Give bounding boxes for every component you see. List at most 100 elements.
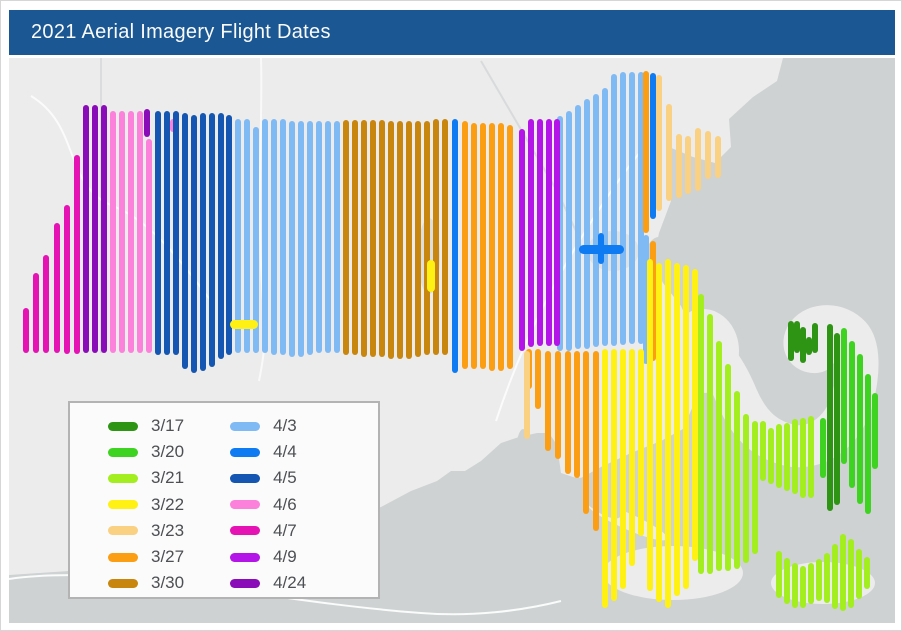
- flight-line-3-30[interactable]: [352, 120, 358, 355]
- flight-line-4-24[interactable]: [144, 109, 150, 137]
- flight-line-4-3[interactable]: [334, 121, 340, 353]
- flight-line-3-20[interactable]: [857, 354, 863, 504]
- flight-line-3-20[interactable]: [865, 374, 871, 514]
- flight-line-3-21[interactable]: [784, 558, 790, 604]
- flight-line-3-30[interactable]: [397, 121, 403, 359]
- flight-line-4-9[interactable]: [519, 129, 525, 351]
- flight-line-4-6[interactable]: [137, 111, 143, 353]
- flight-line-3-21[interactable]: [800, 566, 806, 608]
- flight-line-3-30[interactable]: [415, 121, 421, 357]
- flight-line-3-27[interactable]: [643, 71, 649, 233]
- flight-line-3-17[interactable]: [806, 337, 812, 355]
- flight-line-3-20[interactable]: [820, 418, 826, 478]
- flight-line-4-5[interactable]: [155, 111, 161, 355]
- flight-line-3-22[interactable]: [674, 263, 680, 596]
- flight-line-3-22[interactable]: [683, 265, 689, 589]
- flight-line-4-3[interactable]: [298, 121, 304, 357]
- flight-line-4-3[interactable]: [566, 111, 572, 351]
- flight-line-3-17[interactable]: [788, 321, 794, 361]
- flight-line-4-3[interactable]: [244, 119, 250, 353]
- flight-line-3-30[interactable]: [406, 121, 412, 359]
- flight-line-3-21[interactable]: [808, 563, 814, 604]
- flight-line-3-23[interactable]: [705, 131, 711, 179]
- flight-line-3-22[interactable]: [230, 319, 258, 329]
- flight-line-3-21[interactable]: [848, 539, 854, 608]
- flight-line-4-3[interactable]: [316, 121, 322, 353]
- flight-line-3-17[interactable]: [834, 333, 840, 505]
- flight-line-4-6[interactable]: [146, 139, 152, 353]
- flight-line-4-3[interactable]: [620, 72, 626, 345]
- flight-line-3-22[interactable]: [611, 349, 617, 601]
- flight-line-3-27[interactable]: [498, 123, 504, 371]
- flight-line-3-21[interactable]: [760, 421, 766, 481]
- flight-line-3-21[interactable]: [776, 424, 782, 488]
- flight-line-4-3[interactable]: [289, 121, 295, 357]
- flight-line-3-17[interactable]: [794, 321, 800, 353]
- flight-line-4-7[interactable]: [23, 308, 29, 353]
- flight-line-3-21[interactable]: [824, 553, 830, 603]
- flight-line-4-24[interactable]: [83, 105, 89, 353]
- flight-line-4-3[interactable]: [262, 119, 268, 353]
- flight-line-3-21[interactable]: [743, 414, 749, 563]
- flight-line-4-7[interactable]: [64, 205, 70, 354]
- flight-line-4-7[interactable]: [54, 223, 60, 353]
- flight-line-3-21[interactable]: [808, 416, 814, 498]
- flight-line-3-30[interactable]: [424, 121, 430, 355]
- flight-line-3-30[interactable]: [343, 120, 349, 355]
- flight-line-3-27[interactable]: [471, 123, 477, 369]
- flight-line-4-7[interactable]: [33, 273, 39, 353]
- flight-line-3-21[interactable]: [864, 557, 870, 589]
- flight-line-4-3[interactable]: [593, 94, 599, 347]
- flight-line-3-21[interactable]: [800, 418, 806, 498]
- flight-line-4-4[interactable]: [650, 73, 656, 219]
- flight-line-3-23[interactable]: [666, 104, 672, 201]
- flight-line-3-22[interactable]: [629, 349, 635, 566]
- flight-line-3-20[interactable]: [849, 341, 855, 488]
- flight-line-4-3[interactable]: [307, 121, 313, 355]
- flight-line-4-3[interactable]: [638, 72, 644, 344]
- flight-line-3-22[interactable]: [620, 349, 626, 589]
- flight-line-3-27[interactable]: [555, 351, 561, 459]
- flight-line-3-27[interactable]: [583, 351, 589, 514]
- flight-line-4-9[interactable]: [528, 119, 534, 347]
- flight-line-3-27[interactable]: [574, 351, 580, 478]
- flight-line-4-3[interactable]: [235, 119, 241, 353]
- flight-line-4-24[interactable]: [92, 105, 98, 353]
- flight-line-3-21[interactable]: [698, 294, 704, 574]
- flight-line-3-30[interactable]: [361, 120, 367, 357]
- flight-line-3-21[interactable]: [816, 559, 822, 601]
- flight-line-3-27[interactable]: [507, 125, 513, 369]
- flight-line-4-3[interactable]: [602, 88, 608, 346]
- flight-line-3-27[interactable]: [650, 241, 656, 361]
- flight-line-3-30[interactable]: [379, 120, 385, 357]
- flight-line-4-3[interactable]: [584, 99, 590, 349]
- flight-line-3-27[interactable]: [480, 123, 486, 369]
- flight-line-3-22[interactable]: [656, 263, 662, 602]
- flight-line-3-23[interactable]: [685, 136, 691, 194]
- flight-line-4-4[interactable]: [579, 244, 624, 254]
- flight-line-4-6[interactable]: [110, 111, 116, 353]
- flight-line-4-3[interactable]: [280, 119, 286, 355]
- flight-line-4-3[interactable]: [629, 72, 635, 344]
- flight-line-4-5[interactable]: [173, 111, 179, 355]
- flight-line-3-23[interactable]: [524, 351, 530, 439]
- flight-line-3-22[interactable]: [692, 269, 698, 561]
- flight-line-3-27[interactable]: [545, 351, 551, 451]
- flight-line-4-3[interactable]: [325, 121, 331, 353]
- flight-line-4-5[interactable]: [200, 113, 206, 371]
- flight-line-4-24[interactable]: [101, 105, 107, 353]
- flight-line-3-27[interactable]: [535, 349, 541, 409]
- flight-line-4-5[interactable]: [182, 113, 188, 369]
- flight-line-4-5[interactable]: [191, 115, 197, 373]
- flight-line-4-7[interactable]: [74, 155, 80, 354]
- flight-line-4-3[interactable]: [557, 116, 563, 351]
- flight-line-3-20[interactable]: [872, 393, 878, 469]
- flight-line-3-21[interactable]: [725, 364, 731, 571]
- flight-line-3-22[interactable]: [638, 349, 644, 536]
- flight-line-3-17[interactable]: [827, 324, 833, 511]
- flight-line-3-22[interactable]: [427, 260, 435, 292]
- flight-line-3-21[interactable]: [768, 428, 774, 484]
- flight-line-4-9[interactable]: [537, 119, 543, 346]
- flight-line-4-3[interactable]: [253, 127, 259, 353]
- flight-line-3-22[interactable]: [647, 259, 653, 591]
